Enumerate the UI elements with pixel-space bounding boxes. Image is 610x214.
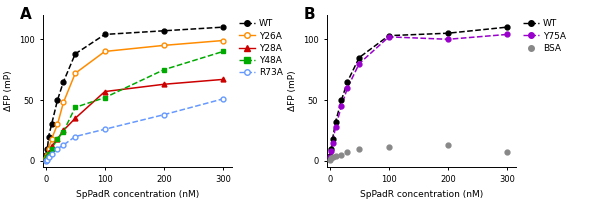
Text: B: B [304, 7, 315, 22]
Legend: WT, Y75A, BSA: WT, Y75A, BSA [523, 19, 566, 53]
Y-axis label: ΔFP (mP): ΔFP (mP) [288, 71, 297, 111]
X-axis label: SpPadR concentration (nM): SpPadR concentration (nM) [360, 190, 483, 199]
Y-axis label: ΔFP (mP): ΔFP (mP) [4, 71, 13, 111]
Text: A: A [20, 7, 32, 22]
Legend: WT, Y26A, Y28A, Y48A, R73A: WT, Y26A, Y28A, Y48A, R73A [239, 19, 283, 77]
X-axis label: SpPadR concentration (nM): SpPadR concentration (nM) [76, 190, 199, 199]
